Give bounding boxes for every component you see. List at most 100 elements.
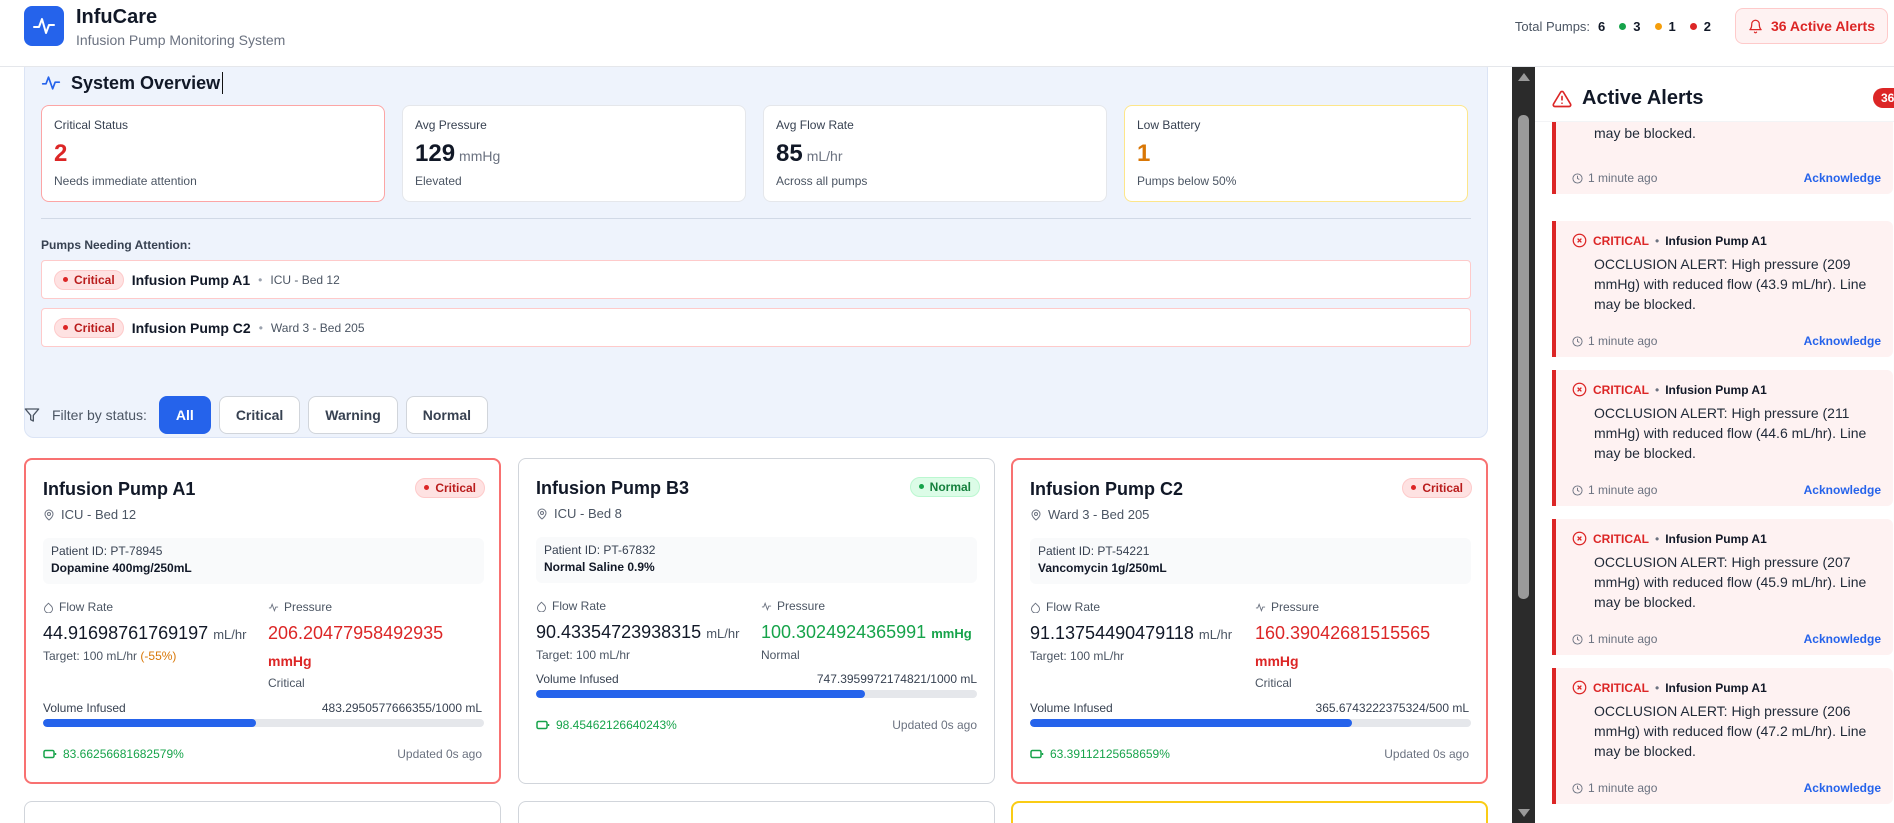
critical-dot-icon — [1689, 22, 1697, 30]
scroll-thumb[interactable] — [1518, 115, 1529, 599]
volume-label: Volume Infused — [1030, 701, 1113, 715]
total-pumps-count: 6 — [1598, 18, 1606, 34]
alert-source: Infusion Pump A1 — [1665, 382, 1767, 397]
last-updated: Updated 0s ago — [397, 747, 482, 761]
clock-icon — [1572, 633, 1583, 645]
pressure-status: Critical — [268, 676, 305, 690]
app-name: InfuCare — [76, 6, 158, 28]
alert-time: 1 minute ago — [1572, 781, 1657, 795]
status-filter: Filter by status: All Critical Warning N… — [24, 396, 496, 434]
pump-card-b3[interactable]: Infusion Pump B3 Normal ICU - Bed 8 Pati… — [518, 458, 995, 784]
stat-low-battery: Low Battery 1 Pumps below 50% — [1124, 105, 1468, 202]
map-pin-icon — [537, 508, 547, 520]
patient-info: Patient ID: PT-67832 Normal Saline 0.9% — [536, 537, 977, 583]
main-scrollbar[interactable] — [1512, 67, 1535, 823]
acknowledge-button[interactable]: Acknowledge — [1803, 171, 1881, 185]
alert-item: CRITICAL • Infusion Pump A1 OCCLUSION AL… — [1552, 370, 1893, 506]
alerts-panel-header: Active Alerts 36 — [1535, 67, 1894, 122]
acknowledge-button[interactable]: Acknowledge — [1803, 781, 1881, 795]
stat-avg-pressure: Avg Pressure 129 mmHg Elevated — [402, 105, 746, 202]
pump-card-peek[interactable] — [518, 801, 995, 823]
alert-severity: CRITICAL — [1593, 531, 1649, 546]
scroll-up-icon[interactable] — [1518, 73, 1530, 81]
pump-card-a1[interactable]: Infusion Pump A1 Critical ICU - Bed 12 P… — [24, 458, 501, 784]
filter-warning-button[interactable]: Warning — [308, 396, 398, 434]
acknowledge-button[interactable]: Acknowledge — [1803, 632, 1881, 646]
critical-count: 2 — [1689, 19, 1711, 34]
alerts-count-badge: 36 — [1873, 88, 1894, 108]
alert-time: 1 minute ago — [1572, 334, 1657, 348]
acknowledge-button[interactable]: Acknowledge — [1803, 334, 1881, 348]
attention-row[interactable]: Critical Infusion Pump A1 • ICU - Bed 12 — [41, 260, 1471, 299]
flow-rate-label: Flow Rate — [43, 600, 113, 614]
status-badge: Critical — [1402, 477, 1472, 498]
status-badge: Normal — [909, 476, 980, 497]
acknowledge-button[interactable]: Acknowledge — [1803, 483, 1881, 497]
activity-icon — [761, 601, 772, 611]
activity-icon — [268, 602, 279, 612]
x-circle-icon — [1572, 233, 1587, 248]
warning-count: 1 — [1654, 19, 1676, 34]
status-badge: Critical — [415, 477, 485, 498]
status-badge: Critical — [54, 269, 124, 290]
volume-value: 747.3959972174821/1000 mL — [816, 672, 977, 686]
map-pin-icon — [44, 509, 54, 521]
x-circle-icon — [1572, 531, 1587, 546]
alert-source: Infusion Pump A1 — [1665, 233, 1767, 248]
filter-icon — [24, 408, 40, 422]
battery-icon — [43, 749, 57, 759]
flow-rate-value: 91.13754490479118 mL/hr — [1030, 623, 1233, 643]
volume-label: Volume Infused — [536, 672, 619, 686]
attention-row[interactable]: Critical Infusion Pump C2 • Ward 3 - Bed… — [41, 308, 1471, 347]
alerts-panel: mmHg) with reduced flow (43.1 mL/hr). Li… — [1535, 67, 1894, 823]
active-alerts-label: 36 Active Alerts — [1770, 18, 1875, 34]
clock-icon — [1572, 172, 1583, 184]
flow-target: Target: 100 mL/hr (-55%) — [43, 649, 177, 663]
flow-rate-value: 44.91698761769197 mL/hr — [43, 623, 247, 643]
battery-level: 63.39112125658659% — [1030, 747, 1170, 761]
volume-progress — [536, 690, 977, 698]
battery-icon — [1030, 749, 1044, 759]
scroll-down-icon[interactable] — [1518, 809, 1530, 817]
warning-dot-icon — [1654, 22, 1662, 30]
alert-severity: CRITICAL — [1593, 382, 1649, 397]
filter-label: Filter by status: — [52, 407, 147, 423]
stat-critical-status: Critical Status 2 Needs immediate attent… — [41, 105, 385, 202]
volume-progress — [43, 719, 484, 727]
droplet-icon — [1031, 602, 1040, 613]
pump-name: Infusion Pump A1 — [43, 479, 196, 499]
overview-divider — [41, 218, 1471, 219]
filter-all-button[interactable]: All — [158, 396, 211, 434]
volume-label: Volume Infused — [43, 701, 126, 715]
alert-message: OCCLUSION ALERT: High pressure (209 mmHg… — [1594, 256, 1867, 312]
patient-info: Patient ID: PT-54221 Vancomycin 1g/250mL — [1030, 538, 1471, 584]
alert-item: CRITICAL • Infusion Pump A1 OCCLUSION AL… — [1552, 519, 1893, 655]
pump-location: ICU - Bed 12 — [43, 507, 136, 522]
app-header: InfuCare Infusion Pump Monitoring System… — [0, 0, 1894, 67]
filter-normal-button[interactable]: Normal — [405, 396, 488, 434]
alert-severity: CRITICAL — [1593, 680, 1649, 695]
alert-message: OCCLUSION ALERT: High pressure (206 mmHg… — [1594, 703, 1867, 759]
pump-card-peek[interactable] — [1011, 801, 1488, 823]
alert-item: CRITICAL • Infusion Pump A1 OCCLUSION AL… — [1552, 668, 1893, 804]
volume-value: 365.6743222375324/500 mL — [1315, 701, 1469, 715]
system-overview-panel: System Overview Critical Status 2 Needs … — [24, 67, 1488, 438]
active-alerts-button[interactable]: 36 Active Alerts — [1734, 8, 1888, 44]
patient-info: Patient ID: PT-78945 Dopamine 400mg/250m… — [43, 538, 484, 584]
alert-time: 1 minute ago — [1572, 171, 1657, 185]
pump-card-c2[interactable]: Infusion Pump C2 Critical Ward 3 - Bed 2… — [1011, 458, 1488, 784]
filter-critical-button[interactable]: Critical — [218, 396, 301, 434]
map-pin-icon — [1031, 509, 1041, 521]
stat-avg-flow-rate: Avg Flow Rate 85 mL/hr Across all pumps — [763, 105, 1107, 202]
alert-time: 1 minute ago — [1572, 483, 1657, 497]
alert-source: Infusion Pump A1 — [1665, 680, 1767, 695]
pump-card-peek[interactable] — [24, 801, 501, 823]
droplet-icon — [537, 601, 546, 612]
alert-severity: CRITICAL — [1593, 233, 1649, 248]
x-circle-icon — [1572, 680, 1587, 695]
droplet-icon — [44, 602, 53, 613]
pressure-status: Normal — [761, 648, 800, 662]
activity-icon — [41, 76, 61, 90]
volume-progress — [1030, 719, 1471, 727]
total-pumps-label: Total Pumps: — [1514, 18, 1591, 34]
